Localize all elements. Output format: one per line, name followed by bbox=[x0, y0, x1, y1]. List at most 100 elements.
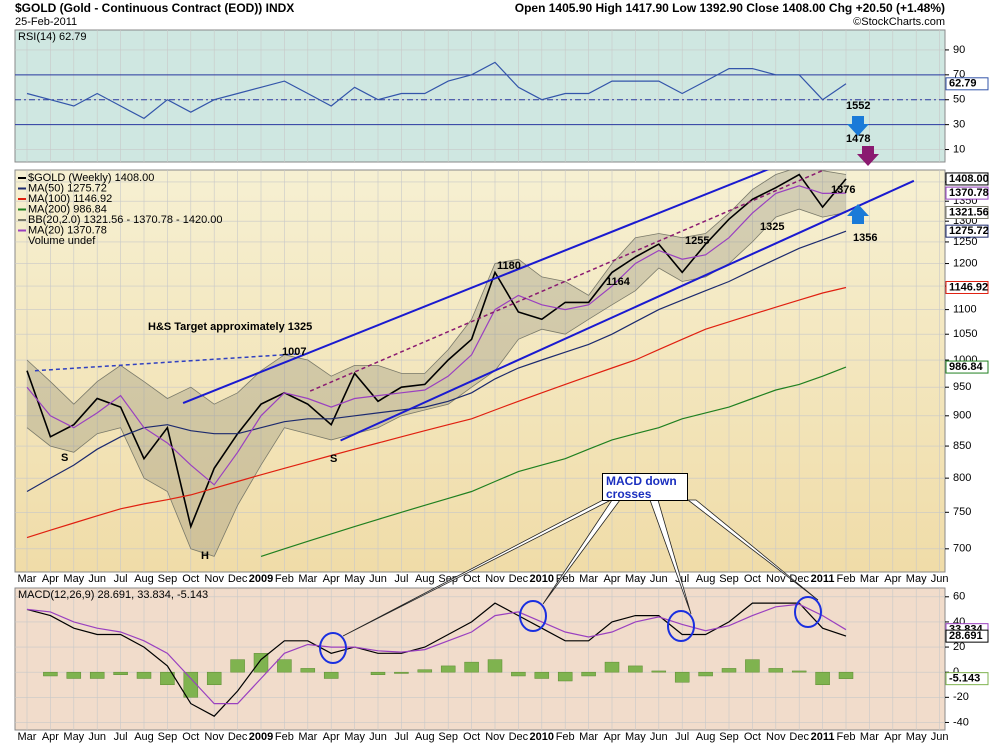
title: $GOLD (Gold - Continuous Contract (EOD))… bbox=[15, 1, 294, 15]
legend-entry: Volume undef bbox=[28, 235, 96, 247]
histogram-bar bbox=[206, 671, 222, 686]
value-tag: 986.84 bbox=[949, 361, 984, 373]
series-line bbox=[26, 602, 847, 717]
x-tick-label: Dec bbox=[228, 573, 248, 585]
x-tick-label: Mar bbox=[860, 573, 879, 585]
histogram-bar bbox=[43, 671, 58, 677]
x-tick-label: Mar bbox=[579, 731, 598, 743]
x-tick-label: May bbox=[344, 573, 365, 585]
x-tick-label: 2010 bbox=[530, 573, 554, 585]
y-tick-label: 1100 bbox=[953, 304, 977, 316]
x-tick-label: Feb bbox=[275, 573, 294, 585]
legend-entry: MA(50) 1275.72 bbox=[28, 182, 107, 194]
histogram-bar bbox=[745, 659, 760, 673]
y-tick-label: 950 bbox=[953, 381, 971, 393]
x-tick-label: Apr bbox=[603, 731, 620, 743]
legend-entry: MA(100) 1146.92 bbox=[28, 193, 112, 205]
value-tag: 28.691 bbox=[949, 630, 983, 642]
x-tick-label: Jul bbox=[114, 573, 128, 585]
x-tick-label: Jun bbox=[650, 731, 668, 743]
annotation: H bbox=[201, 550, 209, 562]
histogram-bar bbox=[440, 665, 456, 673]
x-tick-label: Mar bbox=[298, 731, 317, 743]
annotation: S bbox=[330, 453, 337, 465]
x-tick-label: Aug bbox=[415, 731, 435, 743]
histogram-bar bbox=[768, 668, 784, 673]
x-tick-label: Aug bbox=[415, 573, 435, 585]
x-tick-label: Jun bbox=[369, 573, 387, 585]
value-tag: 1408.00 bbox=[949, 173, 989, 185]
x-tick-label: Feb bbox=[556, 731, 575, 743]
x-tick-label: 2009 bbox=[249, 731, 273, 743]
highlight-circle bbox=[794, 596, 822, 628]
annotation: 1007 bbox=[282, 346, 306, 358]
x-tick-label: Feb bbox=[556, 573, 575, 585]
legend-entry: $GOLD (Weekly) 1408.00 bbox=[28, 172, 154, 184]
x-tick-label: 2011 bbox=[811, 573, 835, 585]
legend-entry: BB(20,2.0) 1321.56 - 1370.78 - 1420.00 bbox=[28, 214, 222, 226]
histogram-bar bbox=[674, 671, 690, 683]
value-tag-box bbox=[945, 172, 989, 186]
x-tick-label: 2009 bbox=[249, 573, 273, 585]
x-tick-label: Sep bbox=[438, 573, 458, 585]
x-tick-label: Oct bbox=[744, 573, 761, 585]
series-line bbox=[26, 185, 847, 486]
x-tick-label: 2010 bbox=[530, 731, 554, 743]
arrow bbox=[847, 116, 869, 136]
x-tick-label: May bbox=[625, 731, 646, 743]
value-tag-box bbox=[945, 629, 989, 643]
histogram-bar bbox=[300, 668, 316, 673]
y-tick-label: 1050 bbox=[953, 328, 977, 340]
x-tick-label: Apr bbox=[42, 573, 59, 585]
x-tick-label: Nov bbox=[204, 573, 224, 585]
panel-label: MACD(12,26,9) 28.691, 33.834, -5.143 bbox=[18, 589, 208, 601]
credit: ©StockCharts.com bbox=[853, 16, 945, 28]
histogram-bar bbox=[160, 671, 175, 686]
x-tick-label: Oct bbox=[463, 573, 480, 585]
trend-line bbox=[309, 170, 826, 392]
histogram-bar bbox=[136, 671, 152, 679]
x-tick-label: Sep bbox=[719, 573, 739, 585]
value-tag-box bbox=[945, 280, 989, 294]
annotation: 1376 bbox=[831, 184, 855, 196]
x-tick-label: Jul bbox=[114, 731, 128, 743]
x-tick-label: Mar bbox=[298, 573, 317, 585]
histogram-bar bbox=[557, 671, 573, 682]
quote: Open 1405.90 High 1417.90 Low 1392.90 Cl… bbox=[515, 1, 945, 15]
annotation: 1552 bbox=[846, 100, 870, 112]
x-tick-label: Nov bbox=[766, 573, 786, 585]
x-tick-label: May bbox=[63, 731, 84, 743]
value-tag-box bbox=[945, 205, 989, 219]
annotation: 1356 bbox=[853, 232, 877, 244]
y-tick-label: 50 bbox=[953, 94, 965, 106]
x-tick-label: Jun bbox=[88, 573, 106, 585]
histogram-bar bbox=[487, 659, 503, 673]
highlight-circle bbox=[667, 610, 695, 642]
x-tick-label: Jun bbox=[88, 731, 106, 743]
y-tick-label: 30 bbox=[953, 119, 965, 131]
y-tick-label: 1200 bbox=[953, 257, 977, 269]
x-tick-label: Apr bbox=[884, 573, 901, 585]
x-tick-label: Mar bbox=[860, 731, 879, 743]
x-tick-label: Aug bbox=[696, 573, 716, 585]
histogram-bar bbox=[511, 671, 526, 677]
x-tick-label: Jul bbox=[394, 573, 408, 585]
series-line bbox=[260, 366, 847, 557]
x-tick-label: Feb bbox=[837, 731, 856, 743]
plot-area bbox=[26, 170, 915, 557]
x-tick-label: Apr bbox=[603, 573, 620, 585]
x-tick-label: Sep bbox=[438, 731, 458, 743]
x-tick-label: Nov bbox=[766, 731, 786, 743]
y-tick-label: 10 bbox=[953, 143, 965, 155]
histogram-bar bbox=[417, 669, 433, 673]
value-tag-box bbox=[945, 224, 989, 238]
value-tag: -5.143 bbox=[949, 673, 980, 685]
y-tick-label: 850 bbox=[953, 440, 971, 452]
y-tick-label: 700 bbox=[953, 543, 971, 555]
x-tick-label: Nov bbox=[485, 731, 505, 743]
x-tick-label: Oct bbox=[463, 731, 480, 743]
highlight-circle bbox=[519, 600, 547, 632]
x-tick-label: Oct bbox=[182, 731, 199, 743]
